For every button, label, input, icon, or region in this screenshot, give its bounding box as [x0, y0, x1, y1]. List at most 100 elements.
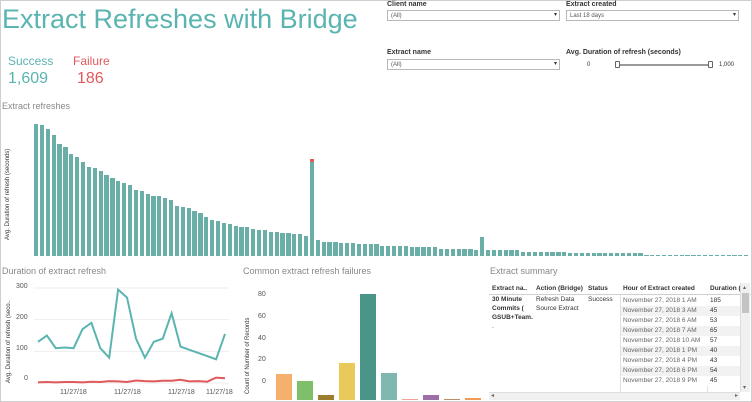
- table-row[interactable]: [621, 346, 741, 356]
- refresh-bar[interactable]: [163, 198, 168, 256]
- refresh-bar[interactable]: [186, 208, 191, 256]
- refresh-bar[interactable]: [497, 250, 502, 256]
- refresh-bar[interactable]: [127, 185, 133, 256]
- refresh-bar[interactable]: [345, 243, 350, 256]
- refresh-bar[interactable]: [650, 255, 655, 256]
- extract-name-select[interactable]: (All) ▾: [387, 59, 560, 70]
- refresh-bar[interactable]: [327, 242, 332, 256]
- refresh-bar[interactable]: [350, 243, 356, 256]
- extract-created-select[interactable]: Last 18 days ▾: [566, 10, 739, 21]
- refresh-bar[interactable]: [380, 246, 385, 256]
- col-duration[interactable]: Duration (: [710, 285, 741, 292]
- refresh-bar[interactable]: [626, 253, 631, 256]
- refresh-bar[interactable]: [315, 240, 320, 256]
- col-hour[interactable]: Hour of Extract created: [623, 285, 695, 292]
- refresh-bar[interactable]: [632, 253, 637, 256]
- refresh-bar[interactable]: [438, 249, 444, 256]
- failure-category-bar[interactable]: [465, 398, 481, 400]
- refresh-bar[interactable]: [450, 249, 455, 256]
- avg-duration-slider-high-handle[interactable]: [708, 61, 713, 68]
- refresh-bar[interactable]: [63, 147, 68, 256]
- table-row[interactable]: [621, 316, 741, 326]
- refresh-bar[interactable]: [298, 234, 303, 256]
- failure-category-bar[interactable]: [381, 373, 397, 400]
- failure-category-bar[interactable]: [423, 395, 439, 400]
- refresh-bar[interactable]: [57, 144, 62, 256]
- refresh-bar[interactable]: [661, 255, 667, 256]
- refresh-bar[interactable]: [321, 242, 326, 256]
- refresh-bar[interactable]: [468, 249, 473, 256]
- refresh-bar[interactable]: [720, 255, 725, 256]
- refresh-bar[interactable]: [568, 253, 573, 256]
- refresh-bar[interactable]: [227, 224, 232, 256]
- refresh-bar[interactable]: [685, 255, 690, 256]
- refresh-bar[interactable]: [239, 227, 244, 256]
- refresh-bar[interactable]: [92, 168, 97, 256]
- table-row[interactable]: [621, 366, 741, 376]
- col-action[interactable]: Action (Bridge): [536, 285, 583, 292]
- refresh-bar[interactable]: [691, 255, 696, 256]
- refresh-bar[interactable]: [339, 243, 344, 256]
- refresh-bar[interactable]: [509, 250, 514, 256]
- refresh-bar[interactable]: [262, 230, 268, 256]
- refresh-bar[interactable]: [333, 242, 338, 256]
- refresh-bar[interactable]: [233, 226, 238, 256]
- refresh-bar[interactable]: [303, 236, 309, 256]
- refresh-bar[interactable]: [744, 255, 749, 256]
- refresh-bar[interactable]: [556, 252, 561, 256]
- refresh-bar[interactable]: [192, 211, 197, 256]
- refresh-bar[interactable]: [433, 247, 438, 256]
- refresh-bar[interactable]: [204, 217, 209, 256]
- scroll-right-icon[interactable]: ▸: [734, 393, 738, 399]
- scroll-down-icon[interactable]: ▾: [743, 385, 747, 391]
- refresh-bar[interactable]: [386, 246, 391, 256]
- refresh-bar[interactable]: [257, 230, 262, 256]
- refresh-bar[interactable]: [104, 175, 109, 256]
- refresh-bar[interactable]: [392, 246, 397, 256]
- refresh-bar[interactable]: [673, 255, 678, 256]
- refresh-bar[interactable]: [550, 252, 555, 256]
- refresh-bar[interactable]: [403, 246, 408, 256]
- refresh-bar[interactable]: [503, 250, 508, 256]
- refresh-bar[interactable]: [409, 247, 414, 256]
- scrollbar-thumb[interactable]: [742, 293, 749, 313]
- refresh-bar[interactable]: [609, 253, 614, 256]
- refresh-bar[interactable]: [485, 250, 491, 256]
- table-row[interactable]: [621, 376, 741, 386]
- summary-h-scrollbar[interactable]: ◂ ▸: [489, 392, 740, 400]
- refresh-bar[interactable]: [86, 167, 92, 256]
- table-row[interactable]: [621, 356, 741, 366]
- refresh-bar[interactable]: [286, 233, 291, 256]
- failure-category-bar[interactable]: [276, 374, 292, 400]
- refresh-bar[interactable]: [679, 255, 684, 256]
- refresh-bar[interactable]: [521, 252, 526, 256]
- failure-category-bar[interactable]: [318, 395, 334, 400]
- refresh-bar[interactable]: [515, 250, 520, 256]
- refresh-bar[interactable]: [168, 200, 174, 256]
- refresh-bar[interactable]: [356, 244, 361, 256]
- refresh-bar[interactable]: [708, 255, 714, 256]
- refresh-bar[interactable]: [362, 244, 367, 256]
- refresh-bar[interactable]: [98, 171, 103, 256]
- refresh-bar[interactable]: [491, 250, 496, 256]
- refresh-bar[interactable]: [538, 252, 543, 256]
- refresh-bar[interactable]: [174, 206, 180, 256]
- refresh-bar[interactable]: [526, 252, 532, 256]
- refresh-bar[interactable]: [544, 252, 549, 256]
- refresh-bar[interactable]: [615, 253, 620, 256]
- refresh-bar[interactable]: [732, 255, 737, 256]
- refresh-bar[interactable]: [462, 249, 467, 256]
- refresh-bar[interactable]: [251, 229, 256, 256]
- summary-table[interactable]: Extract na.. Action (Bridge) Status Hour…: [489, 283, 751, 392]
- refresh-bar[interactable]: [562, 252, 567, 256]
- scroll-left-icon[interactable]: ◂: [491, 393, 495, 399]
- refresh-bar[interactable]: [198, 213, 203, 256]
- refresh-bar[interactable]: [738, 255, 743, 256]
- refresh-bar[interactable]: [145, 194, 150, 256]
- refresh-bar[interactable]: [667, 255, 673, 256]
- refresh-bar[interactable]: [274, 232, 279, 256]
- failure-duration-line[interactable]: [37, 376, 226, 384]
- refresh-bar[interactable]: [638, 253, 643, 256]
- refresh-bar[interactable]: [245, 227, 250, 256]
- table-row[interactable]: [621, 336, 741, 346]
